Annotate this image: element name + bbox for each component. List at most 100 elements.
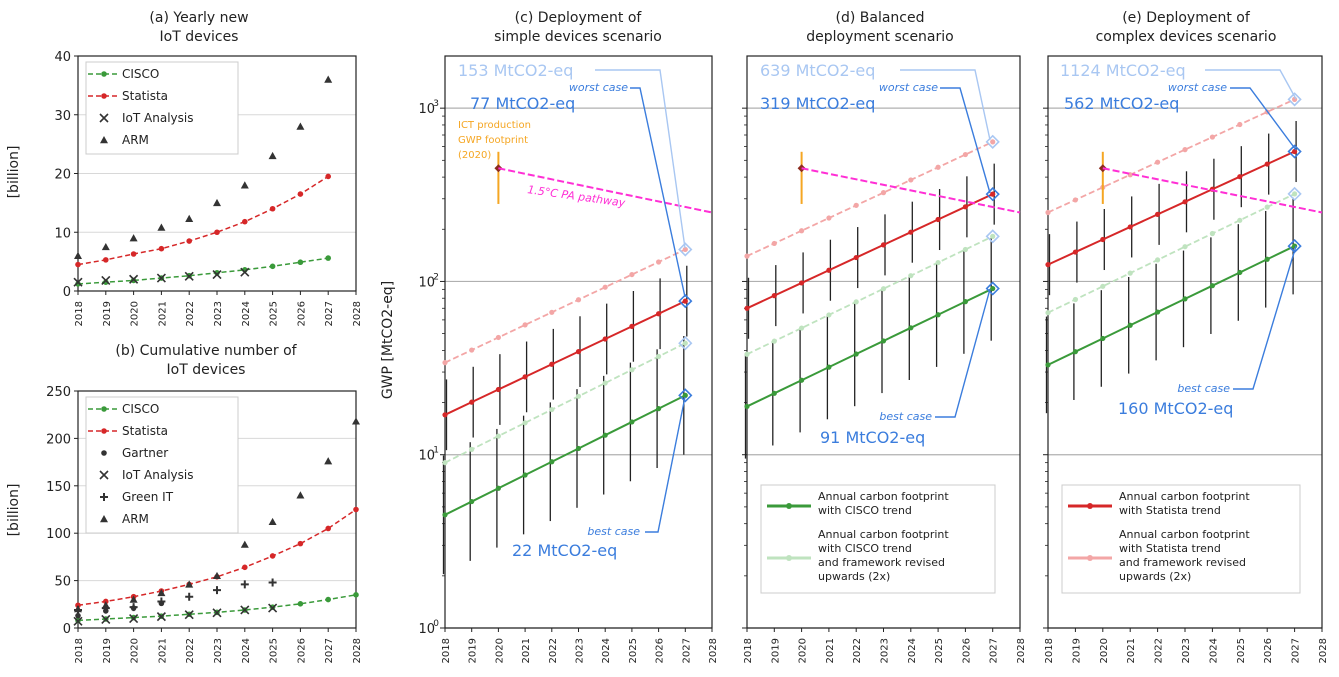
panel-b-point xyxy=(242,564,248,571)
panel-d-series-point xyxy=(908,229,914,235)
panel-a-point xyxy=(214,229,220,236)
panel-e-series-point xyxy=(1182,244,1188,250)
panel-c-ytick-exponent: 3 xyxy=(433,99,439,109)
panel-c-series-point xyxy=(656,353,662,360)
panel-b-ylabel: [billion] xyxy=(6,484,22,537)
panel-e-endpoint-marker xyxy=(1287,186,1302,202)
panel-e-chart: 2018 2019 2020 2021 2022 2023 2024 2025 2026 2027… xyxy=(1043,55,1329,663)
panel-a-legend: CISCO Statista IoT Analysis ARM xyxy=(85,61,239,155)
panel-c-endpoint-marker xyxy=(678,336,693,351)
panel-e-series-point xyxy=(1100,283,1106,289)
panel-a-point xyxy=(297,191,304,197)
panel-d-title: (d) Balanced deployment scenario xyxy=(806,10,953,45)
panel-b-point xyxy=(297,540,304,547)
panel-c-chart: 2018 2019 2020 2021 2022 2023 2024 2025 2026 2027… xyxy=(418,55,719,663)
panel-b-xtick-label: 2022 xyxy=(185,638,196,663)
panel-c-worst-label: 77 MtCO2-eq xyxy=(470,94,575,113)
panel-d-worst-label: 319 MtCO2-eq xyxy=(760,94,875,113)
panel-b-point xyxy=(101,601,110,609)
panel-a-point xyxy=(157,223,166,231)
panel-a-legend-label-cisco: CISCO xyxy=(122,67,159,81)
panel-c-title-line1: (c) Deployment of xyxy=(515,10,643,26)
panel-a-point xyxy=(296,122,305,130)
panel-c-ytick-label: 10 xyxy=(418,622,435,637)
panel-b-point xyxy=(268,517,277,526)
panel-d-series-point xyxy=(826,267,832,273)
panel-c-series-point xyxy=(495,485,501,491)
panel-a-point xyxy=(103,257,109,263)
panel-b-point xyxy=(184,610,194,620)
panel-d-title-line1: (d) Balanced xyxy=(836,10,925,26)
panel-b-point xyxy=(101,614,111,625)
panel-c-series-point xyxy=(682,392,688,398)
panel-d-series-point xyxy=(771,293,777,299)
panel-d-series-point xyxy=(935,259,941,266)
panel-b-point xyxy=(269,553,276,559)
legend-b-marks-marker xyxy=(101,406,107,412)
panel-a-point xyxy=(213,198,221,207)
panel-e-legend-2-line4: upwards (2x) xyxy=(1119,570,1191,583)
panel-b-legend-label-iot-analysis: IoT Analysis xyxy=(122,468,193,482)
panel-d-xtick-label: 2027 xyxy=(989,638,1000,663)
panel-a-point xyxy=(325,255,332,261)
panel-d-worst-leader xyxy=(940,87,991,194)
panel-c-series-point xyxy=(469,399,475,405)
ict-label-line2: GWP footprint xyxy=(458,135,528,146)
panel-a-point xyxy=(212,269,222,280)
panel-c-series-point xyxy=(602,284,608,290)
panel-d-series-point xyxy=(935,164,941,170)
legend-b-marks-marker xyxy=(100,515,108,523)
panel-e-series-point xyxy=(1045,362,1051,368)
panel-a-legend-label-iot-analysis: IoT Analysis xyxy=(122,111,193,125)
panel-c-series-point xyxy=(602,380,608,386)
panel-e-series-point xyxy=(1072,197,1078,203)
panel-b-fit-line-1 xyxy=(77,508,357,606)
panel-e-legend-2-line1: Annual carbon footprint xyxy=(1119,528,1250,541)
panel-a-point xyxy=(130,277,137,284)
panel-c-series-point xyxy=(549,309,555,315)
panel-e-series-point xyxy=(1182,147,1188,153)
legend-a-marks-marker xyxy=(101,71,107,77)
panel-e-xtick-label: 2018 xyxy=(1044,638,1055,663)
panel-e-series-point xyxy=(1155,159,1161,165)
panel-e-series-point xyxy=(1127,224,1133,230)
panel-e-annotations: 1124 MtCO2-eq worst case 562 MtCO2-eq be… xyxy=(1060,61,1233,418)
panel-b-ytick-label: 250 xyxy=(46,385,71,400)
panel-c-series-point xyxy=(682,340,688,346)
panel-b-point xyxy=(157,597,166,606)
panel-c-series-point xyxy=(602,432,608,438)
panel-b-xtick-label: 2024 xyxy=(241,638,252,663)
panel-c-endpoint-marker xyxy=(678,242,693,257)
panel-d-series-point xyxy=(771,390,777,396)
panel-c-title-line2: simple devices scenario xyxy=(494,29,662,45)
panel-d-series-line-2 xyxy=(746,193,994,310)
panel-b-point xyxy=(353,592,359,598)
panel-c-series-point xyxy=(442,460,448,466)
panel-b-point xyxy=(74,605,82,613)
panel-c-series-point xyxy=(629,271,635,278)
panel-e-series-point xyxy=(1209,134,1215,140)
panel-c-series-point xyxy=(522,322,528,328)
panel-e-xtick-label: 2028 xyxy=(1318,638,1329,663)
panel-c-series-point xyxy=(495,433,501,439)
panel-d-xtick-label: 2025 xyxy=(934,638,945,663)
panel-b-legend-label-green-it: Green IT xyxy=(122,490,174,504)
panel-b-xtick-label: 2025 xyxy=(269,638,280,663)
panel-d-xtick-label: 2022 xyxy=(852,638,863,663)
panel-e-legend-box xyxy=(1061,484,1301,594)
panel-a-xtick-label: 2021 xyxy=(157,301,168,326)
panel-b-xtick-label: 2026 xyxy=(296,638,307,663)
panel-e-worst-light-leader xyxy=(1205,69,1297,100)
panel-d-series-point xyxy=(935,312,941,318)
panel-d-xtick-label: 2018 xyxy=(743,638,754,663)
panel-e-endpoint-marker xyxy=(1287,144,1302,159)
panel-d-worst-light-label: 639 MtCO2-eq xyxy=(760,61,875,80)
panel-a-point xyxy=(130,251,137,257)
panel-b-point xyxy=(73,616,83,626)
panel-c-ytick-label: 10 xyxy=(418,102,435,117)
panel-e-series-point xyxy=(1264,161,1270,167)
panel-a-point xyxy=(185,214,194,222)
panel-d-series-point xyxy=(990,191,996,197)
panel-c-pathway-line xyxy=(498,167,713,214)
panel-c-series-point xyxy=(522,374,528,380)
